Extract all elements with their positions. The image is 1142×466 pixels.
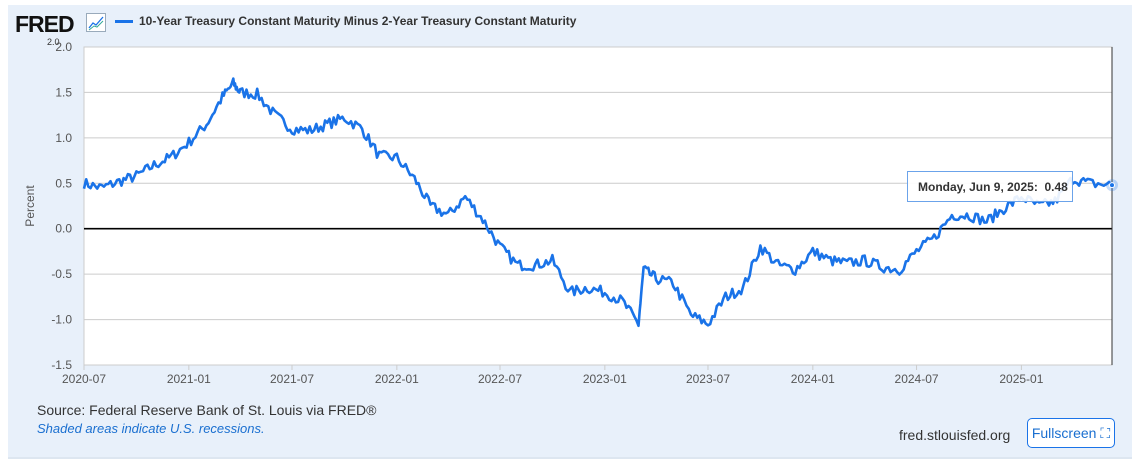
y-tick-label: -1.5 <box>51 358 72 372</box>
x-tick-label: 2025-01 <box>999 372 1043 386</box>
legend: 10-Year Treasury Constant Maturity Minus… <box>115 14 576 28</box>
x-tick-label: 2022-01 <box>375 372 419 386</box>
y-tick-label: 1.5 <box>55 85 72 99</box>
x-tick-label: 2021-01 <box>167 372 211 386</box>
x-tick-label: 2023-01 <box>583 372 627 386</box>
x-tick-label: 2024-07 <box>895 372 939 386</box>
y-tick-label: 0.5 <box>55 176 72 190</box>
x-tick-label: 2021-07 <box>270 372 314 386</box>
y-tick-label: -0.5 <box>51 267 72 281</box>
tooltip-date: Monday, Jun 9, 2025: <box>918 179 1038 194</box>
tooltip-value: 0.48 <box>1044 179 1068 194</box>
logo-version: 2.0 <box>47 37 60 47</box>
fred-logo[interactable]: FRED <box>15 11 75 37</box>
source-note: Source: Federal Reserve Bank of St. Loui… <box>37 402 377 418</box>
y-tick-label: 1.0 <box>55 131 72 145</box>
y-tick-label: 0.0 <box>55 222 72 236</box>
y-tick-label: 2.0 <box>55 40 72 54</box>
plot-area <box>83 46 1113 366</box>
legend-swatch <box>115 19 133 23</box>
fullscreen-label: Fullscreen <box>1031 425 1097 441</box>
site-url[interactable]: fred.stlouisfed.org <box>899 427 1011 443</box>
x-tick-label: 2023-07 <box>686 372 730 386</box>
series-line[interactable] <box>82 77 1113 328</box>
y-axis-label: Percent <box>23 185 37 227</box>
fullscreen-button[interactable]: Fullscreen ⛶ <box>1027 418 1115 448</box>
hover-marker <box>1109 182 1115 189</box>
recessions-link[interactable]: Shaded areas indicate U.S. recessions. <box>37 421 265 436</box>
chart-line-icon <box>86 13 106 32</box>
legend-label: 10-Year Treasury Constant Maturity Minus… <box>139 14 577 28</box>
tooltip: Monday, Jun 9, 2025: 0.48 <box>907 171 1073 202</box>
expand-icon: ⛶ <box>1100 424 1111 441</box>
x-tick-label: 2022-07 <box>478 372 522 386</box>
y-tick-label: -1.0 <box>51 313 72 327</box>
x-tick-label: 2024-01 <box>791 372 835 386</box>
x-tick-label: 2020-07 <box>62 372 106 386</box>
